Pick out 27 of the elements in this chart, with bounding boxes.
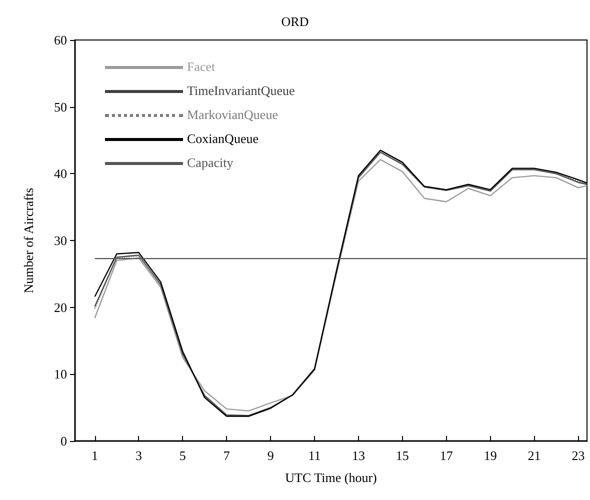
x-tick-label: 23 (572, 448, 585, 463)
x-tick-label: 13 (352, 448, 365, 463)
y-tick-label: 10 (54, 366, 67, 382)
y-tick-label: 0 (60, 434, 67, 448)
x-tick-label: 11 (308, 448, 321, 463)
x-axis-title: UTC Time (hour) (285, 470, 377, 485)
text: MarkovianQueue (187, 107, 278, 123)
x-tick-label: 7 (223, 448, 230, 463)
y-tick-label: 60 (54, 32, 67, 48)
x-tick-label: 19 (484, 448, 497, 463)
x-tick-label: 17 (440, 448, 454, 463)
y-axis-title: Number of Aircrafts (21, 188, 36, 294)
x-tick-label: 1 (92, 448, 98, 463)
text: TimeInvariantQueue (187, 83, 295, 99)
chart-title: ORD (281, 14, 309, 29)
x-tick-label: 3 (135, 448, 142, 463)
y-tick-label: 20 (54, 300, 67, 315)
text: Facet (187, 59, 216, 75)
text: Capacity (187, 155, 234, 171)
y-tick-label: 40 (54, 166, 67, 182)
x-tick-label: 5 (179, 448, 186, 463)
y-tick-label: 30 (54, 233, 67, 248)
x-tick-label: 9 (267, 448, 274, 463)
text: CoxianQueue (187, 131, 258, 147)
x-tick-label: 15 (396, 448, 409, 463)
x-tick-label: 21 (528, 448, 541, 463)
y-tick-label: 50 (54, 99, 67, 114)
